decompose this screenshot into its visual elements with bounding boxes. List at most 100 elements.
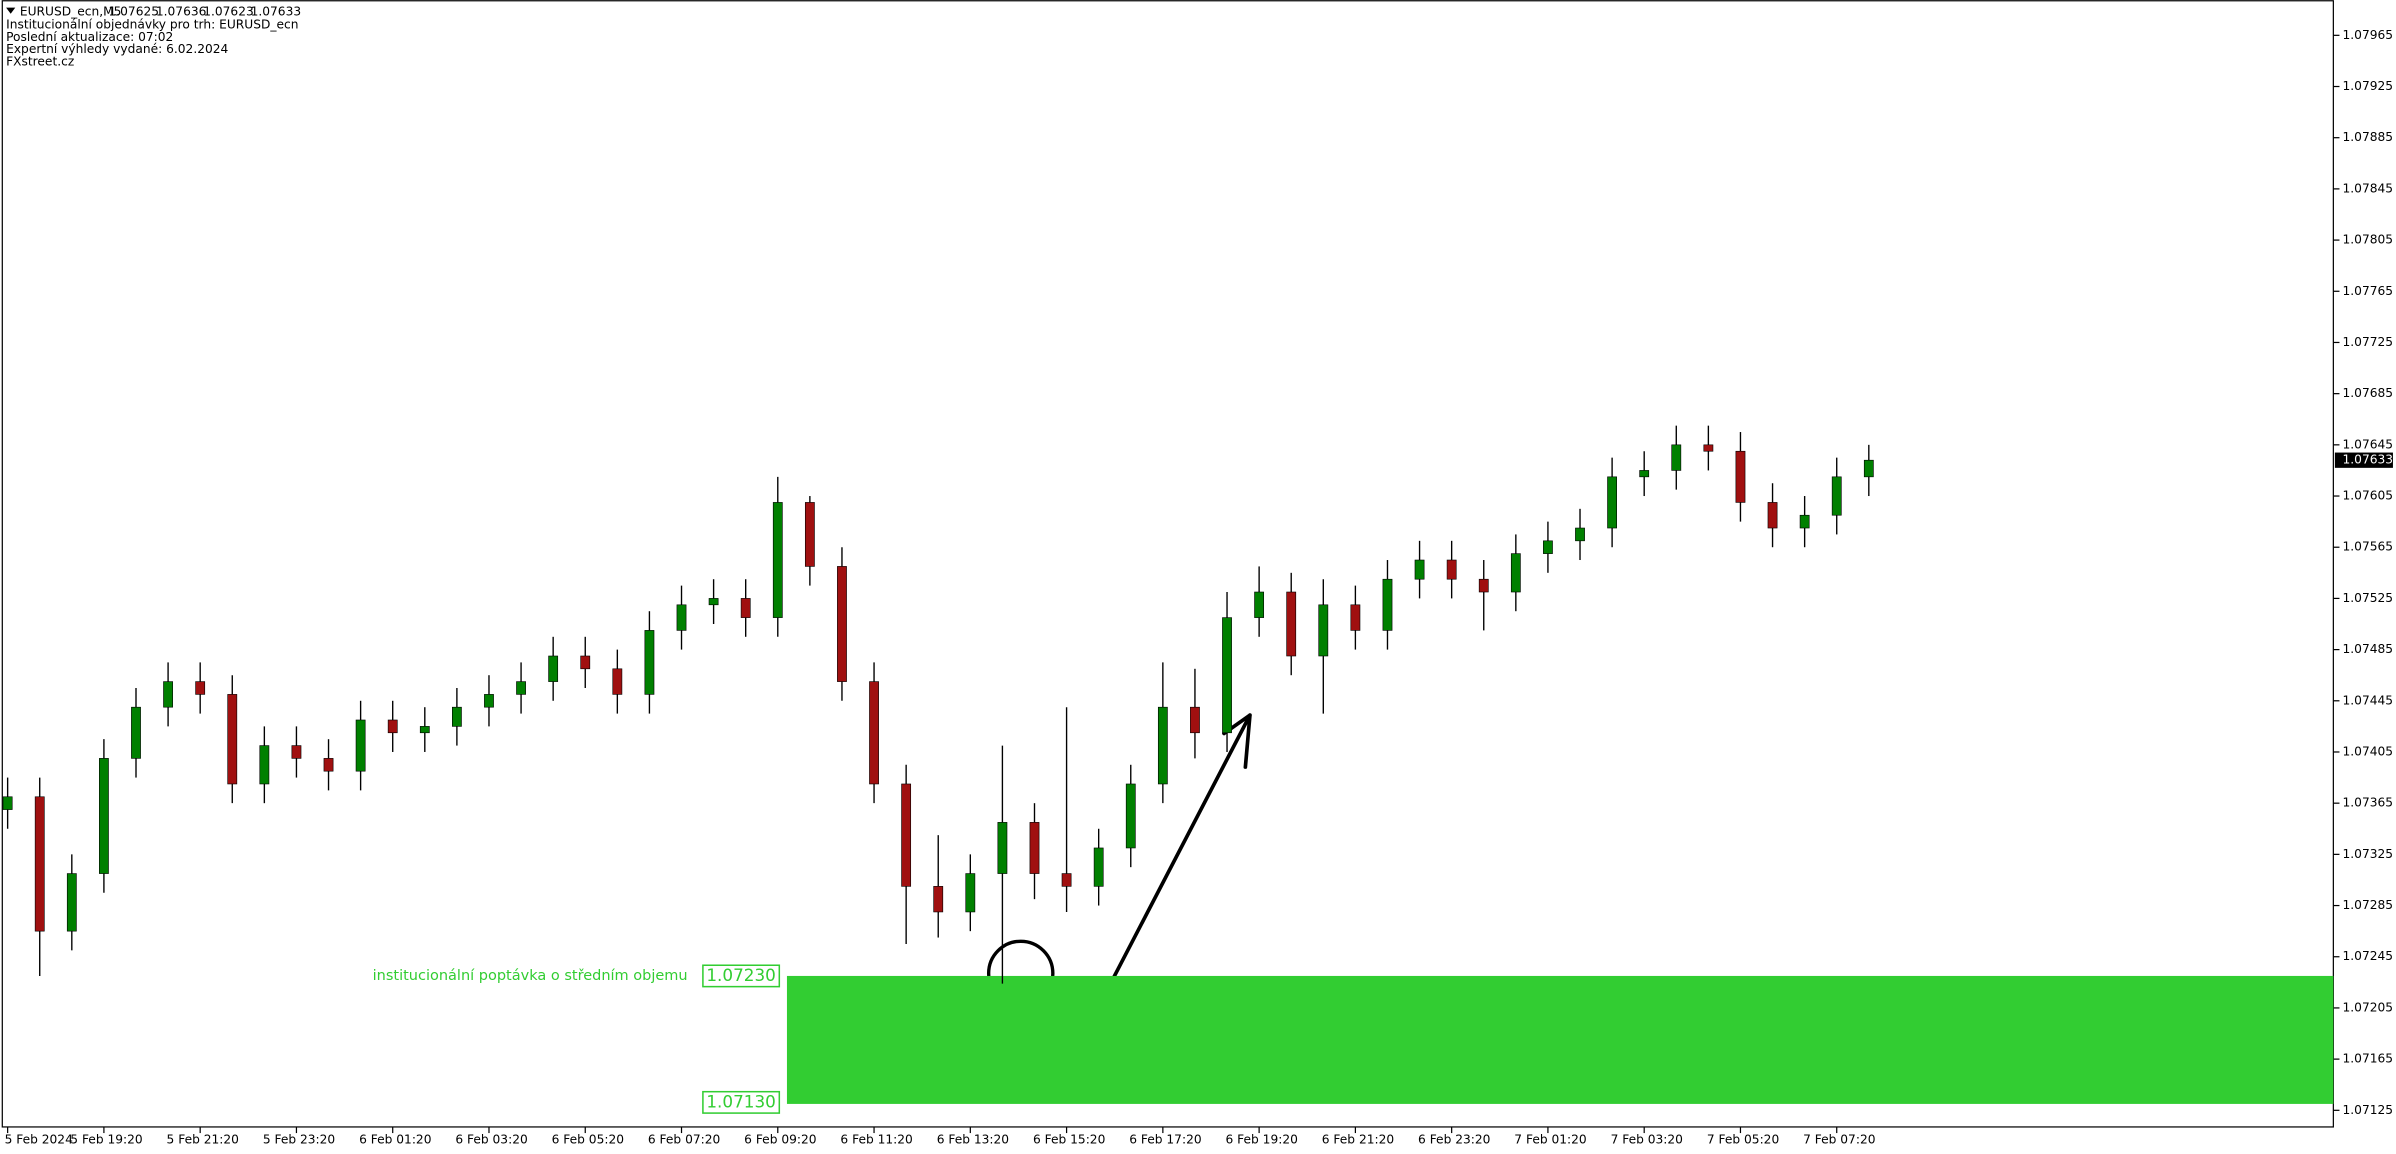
y-tick-label: 1.07725: [2343, 335, 2394, 349]
x-tick-label: 7 Feb 05:20: [1707, 1132, 1779, 1146]
candle-body: [1061, 873, 1072, 887]
candle-body: [1575, 527, 1585, 542]
info-line: Institucionální objednávky pro trh: EURU…: [6, 18, 298, 32]
y-tick-label: 1.07445: [2343, 693, 2394, 707]
candle-body: [1478, 578, 1489, 593]
plot-frame: [1, 0, 2334, 1128]
symbol: EURUSD_ecn,M5: [20, 5, 122, 19]
x-tick-label: 6 Feb 23:20: [1418, 1132, 1490, 1146]
candle-body: [1607, 476, 1617, 529]
x-tick-label: 6 Feb 01:20: [359, 1132, 431, 1146]
x-tick-label: 6 Feb 15:20: [1033, 1132, 1105, 1146]
candle-body: [1125, 783, 1136, 849]
candle-body: [163, 681, 173, 708]
candle-body: [869, 681, 879, 785]
candle-body: [1157, 706, 1168, 785]
candle-body: [452, 706, 462, 727]
x-tick-label: 6 Feb 13:20: [937, 1132, 1009, 1146]
candle-body: [676, 604, 687, 631]
info-line: Expertní výhledy vydané: 6.02.2024: [6, 42, 228, 56]
candle-body: [708, 598, 719, 606]
candle-body: [1543, 540, 1553, 554]
y-tick-label: 1.07805: [2343, 233, 2394, 247]
x-tick-label: 5 Feb 21:20: [167, 1132, 239, 1146]
x-tick-label: 6 Feb 05:20: [552, 1132, 624, 1146]
candle-body: [933, 886, 944, 913]
x-tick-label: 6 Feb 09:20: [744, 1132, 816, 1146]
y-tick-label: 1.07965: [2343, 28, 2394, 42]
y-tick-label: 1.07285: [2343, 898, 2394, 912]
candle-body: [1639, 470, 1650, 478]
candle-body: [804, 502, 815, 567]
y-tick-label: 1.07565: [2343, 540, 2394, 554]
candle-body: [516, 681, 526, 695]
candle-body: [580, 655, 591, 670]
y-tick-label: 1.07925: [2343, 79, 2394, 93]
y-tick-label: 1.07605: [2343, 489, 2394, 503]
candle-body: [644, 630, 655, 695]
candle-body: [1863, 459, 1874, 478]
y-tick-label: 1.07165: [2343, 1052, 2394, 1066]
x-tick-label: 5 Feb 2024: [5, 1132, 73, 1146]
x-tick-label: 7 Feb 01:20: [1514, 1132, 1586, 1146]
y-tick-label: 1.07525: [2343, 591, 2394, 605]
candle-body: [1703, 444, 1714, 452]
current-price-box: [2334, 452, 2393, 468]
candle-body: [2, 796, 13, 810]
y-tick-label: 1.07845: [2343, 181, 2394, 195]
candle-body: [66, 873, 77, 932]
candle-body: [1799, 514, 1810, 529]
candle-body: [484, 694, 494, 708]
zone-label: institucionální poptávka o středním obje…: [373, 968, 688, 984]
candle-body: [1831, 476, 1842, 516]
candle-body: [227, 694, 238, 785]
candle-body: [1671, 444, 1682, 471]
y-tick-label: 1.07405: [2343, 744, 2394, 758]
candle-body: [1446, 559, 1457, 580]
y-tick-label: 1.07245: [2343, 949, 2394, 963]
candle-body: [1414, 559, 1425, 580]
candle-body: [195, 681, 206, 695]
y-tick-label: 1.07365: [2343, 796, 2394, 810]
zone-price-label: 1.07130: [706, 1091, 775, 1111]
y-tick-label: 1.07885: [2343, 130, 2394, 144]
candle-body: [1222, 617, 1232, 734]
x-tick-label: 5 Feb 23:20: [263, 1132, 335, 1146]
ohlc-value: 1.07633: [251, 5, 302, 19]
x-tick-label: 7 Feb 03:20: [1611, 1132, 1683, 1146]
ohlc-value: 1.07625: [108, 5, 159, 19]
x-tick-label: 6 Feb 17:20: [1129, 1132, 1201, 1146]
zone-price-box: [702, 964, 781, 988]
x-tick-label: 6 Feb 21:20: [1322, 1132, 1394, 1146]
candle-body: [612, 668, 623, 695]
y-tick-label: 1.07325: [2343, 847, 2394, 861]
zone-price-box: [702, 1090, 781, 1114]
candle-body: [1190, 706, 1200, 734]
candle-body: [131, 706, 141, 759]
y-tick-label: 1.07765: [2343, 284, 2394, 298]
collapse-icon[interactable]: [6, 7, 16, 14]
candle-body: [1382, 578, 1393, 631]
candle-body: [1350, 604, 1361, 631]
y-tick-label: 1.07685: [2343, 386, 2394, 400]
info-line: Poslední aktualizace: 07:02: [6, 30, 173, 44]
candle-body: [34, 796, 45, 932]
candle-body: [1254, 591, 1265, 618]
candle-body: [1767, 502, 1778, 529]
x-tick-label: 6 Feb 11:20: [840, 1132, 912, 1146]
x-tick-label: 5 Feb 19:20: [70, 1132, 142, 1146]
current-price-label: 1.07633: [2343, 453, 2394, 467]
candle-body: [740, 598, 751, 618]
candle-body: [99, 758, 109, 874]
candle-body: [772, 502, 783, 618]
candle-body: [548, 655, 559, 682]
y-tick-label: 1.07125: [2343, 1103, 2394, 1117]
candle-body: [419, 726, 430, 734]
candle-body: [291, 745, 302, 759]
candle-body: [997, 822, 1008, 874]
x-tick-label: 6 Feb 03:20: [455, 1132, 527, 1146]
candle-body: [1029, 822, 1040, 874]
candle-body: [259, 745, 270, 785]
x-tick-label: 6 Feb 19:20: [1226, 1132, 1298, 1146]
